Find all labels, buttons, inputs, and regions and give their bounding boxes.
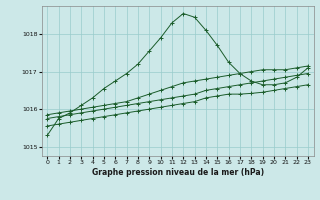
X-axis label: Graphe pression niveau de la mer (hPa): Graphe pression niveau de la mer (hPa) [92, 168, 264, 177]
